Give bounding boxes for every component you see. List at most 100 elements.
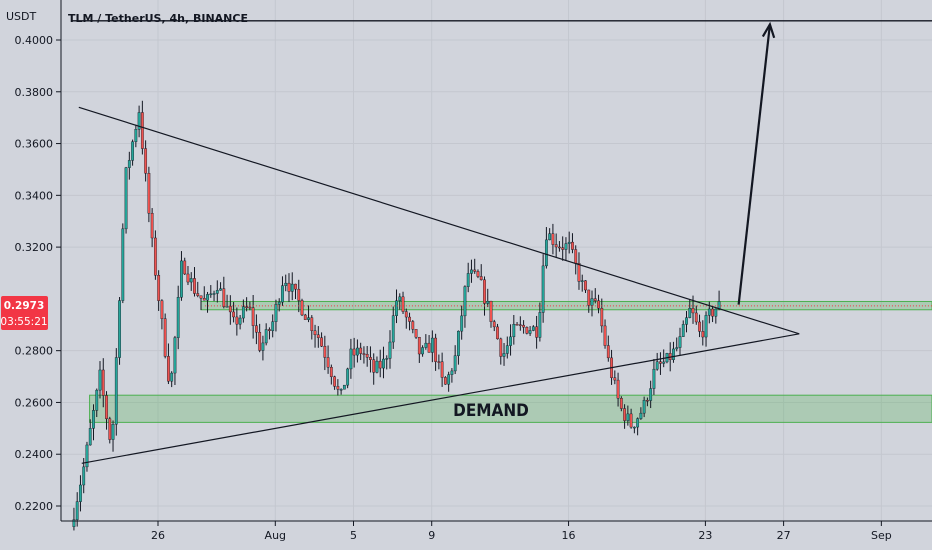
candle-up [636,418,640,428]
candle-up [447,374,451,385]
x-tick-label: 26 [151,529,165,542]
candle-down [193,278,196,294]
candle-down [574,249,578,264]
candle-down [320,337,323,347]
candle-up [632,426,636,429]
candle-up [567,241,571,244]
candle-down [153,237,157,276]
candle-down [333,376,337,387]
candle-down [440,361,444,378]
candle-up [470,269,473,274]
candle-up [277,301,281,305]
candle-down [251,307,255,326]
candle-up [388,341,392,359]
candle-down [228,306,232,313]
candle-down [411,321,415,330]
candle-down [558,246,561,249]
candle-up [95,389,99,411]
candle-up [271,321,275,331]
candle-down [329,367,333,377]
candle-down [248,306,252,309]
candle-up [626,413,630,421]
candle-up [261,342,265,351]
candle-down [619,398,623,409]
candle-up [290,283,294,292]
candle-up [85,444,89,468]
candle-down [140,112,144,149]
candle-up [564,243,568,250]
candle-down [352,348,356,356]
candle-up [79,484,82,502]
trendline-lower [81,333,800,464]
candle-up [284,282,288,286]
y-tick-label: 0.3200 [15,241,54,254]
candle-up [75,501,79,520]
candle-up [688,308,692,318]
candle-down [268,329,271,331]
candle-down [616,379,620,399]
candle-down [300,300,304,316]
candle-down [561,247,565,250]
candle-down [108,418,112,440]
candle-up [398,296,402,301]
candle-down [326,357,330,368]
candle-up [356,347,359,356]
candle-down [372,359,376,373]
candle-down [196,293,200,296]
candle-up [463,286,467,317]
candle-down [437,361,441,363]
candle-down [183,260,187,275]
candle-up [652,368,656,389]
candle-down [476,271,480,277]
candle-down [535,326,539,338]
candle-down [316,334,320,338]
candle-up [264,329,268,344]
candle-up [707,308,711,316]
x-tick-label: Aug [265,529,286,542]
candle-up [528,330,532,334]
candle-down [525,327,529,334]
candle-up [430,337,434,353]
candle-down [232,311,235,318]
candle-up [124,167,128,230]
candle-up [206,294,209,301]
candle-down [554,244,558,248]
candle-up [189,278,193,283]
candle-up [72,519,76,527]
currency-label: USDT [6,10,37,23]
candle-down [427,342,431,353]
candle-down [492,321,496,328]
candle-down [551,233,555,245]
x-tick-label: 16 [562,529,576,542]
candle-down [294,283,297,290]
candle-up [486,300,490,304]
candle-up [241,306,245,319]
candle-down [659,361,662,364]
candle-down [593,298,597,301]
candle-up [98,369,102,391]
candle-down [701,331,705,338]
projection-arrow-head [761,21,776,39]
x-tick-label: 27 [777,529,791,542]
candle-up [121,228,125,301]
candle-up [385,358,389,360]
candle-up [457,330,460,356]
candle-down [496,326,499,340]
candle-down [359,347,363,354]
candle-down [473,269,477,272]
candle-down [310,317,314,331]
candle-down [606,345,610,359]
candle-down [199,295,203,299]
candle-up [215,290,219,294]
candle-up [238,317,242,325]
candle-up [134,129,138,142]
candle-down [603,325,607,346]
candle-down [323,346,327,358]
candle-down [698,321,701,332]
candle-up [176,297,180,338]
y-tick-label: 0.3400 [15,189,54,202]
candle-up [170,372,174,382]
candle-up [548,233,552,241]
candle-up [346,368,350,386]
